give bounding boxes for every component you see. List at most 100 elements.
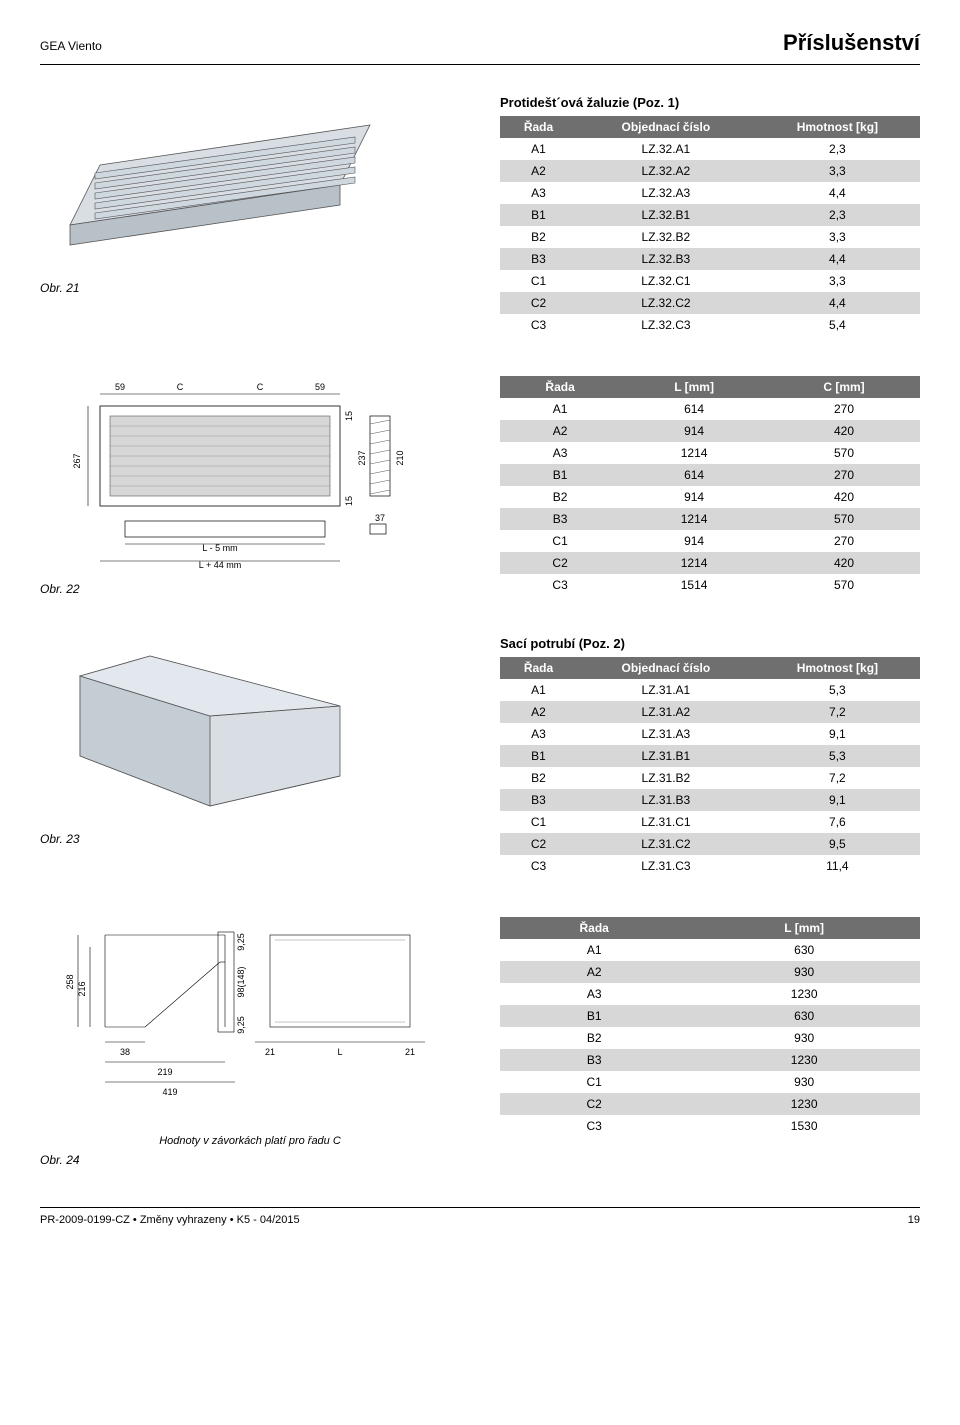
table-cell: 3,3 [755,270,920,292]
dim-59b: 59 [315,382,325,392]
table-cell: LZ.32.C2 [577,292,755,314]
table-row: C31514570 [500,574,920,596]
dim-267: 267 [72,453,82,468]
dim-237: 237 [357,450,367,465]
table-header: Řada [500,376,620,398]
table-cell: 270 [768,398,920,420]
dim-38: 38 [120,1047,130,1057]
dim-21a: 21 [265,1047,275,1057]
page-header: GEA Viento Příslušenství [40,30,920,56]
table-cell: B3 [500,1049,688,1071]
table-cell: B3 [500,508,620,530]
section1-title: Protidešt´ová žaluzie (Poz. 1) [500,95,920,110]
table-header: Řada [500,917,688,939]
table-cell: 5,3 [755,745,920,767]
dim-37: 37 [375,513,385,523]
table-cell: 270 [768,464,920,486]
dim-C2: C [257,382,264,392]
figure-21: Obr. 21 [40,95,460,295]
table-row: C1LZ.32.C13,3 [500,270,920,292]
table-cell: A3 [500,983,688,1005]
table-header: Řada [500,116,577,138]
table-row: B2914420 [500,486,920,508]
table-cell: LZ.31.C1 [577,811,755,833]
table-row: C1930 [500,1071,920,1093]
table-row: B1630 [500,1005,920,1027]
table-row: C3LZ.31.C311,4 [500,855,920,877]
table-row: C21214420 [500,552,920,574]
table-cell: 1230 [688,983,920,1005]
table-cell: 2,3 [755,204,920,226]
table-header: C [mm] [768,376,920,398]
table-cell: B3 [500,248,577,270]
table-cell: A3 [500,723,577,745]
table-row: B1LZ.32.B12,3 [500,204,920,226]
table-row: C1914270 [500,530,920,552]
table-cell: B1 [500,745,577,767]
table-row: B3LZ.32.B34,4 [500,248,920,270]
table-1-col: Protidešt´ová žaluzie (Poz. 1) ŘadaObjed… [500,95,920,336]
table-cell: B2 [500,226,577,248]
table-cell: 1214 [620,442,768,464]
table-cell: 1230 [688,1093,920,1115]
table-row: A31214570 [500,442,920,464]
table-row: A1LZ.32.A12,3 [500,138,920,160]
table-cell: 5,4 [755,314,920,336]
table-cell: C2 [500,552,620,574]
table-row: B2LZ.32.B23,3 [500,226,920,248]
table-cell: B2 [500,486,620,508]
table-cell: C2 [500,1093,688,1115]
table-cell: 570 [768,508,920,530]
table-row: A2930 [500,961,920,983]
table-cell: 420 [768,552,920,574]
figure-23: Obr. 23 [40,636,460,846]
section-1: Obr. 21 Protidešt´ová žaluzie (Poz. 1) Ř… [40,95,920,336]
table-cell: 4,4 [755,182,920,204]
table-cell: 1230 [688,1049,920,1071]
table-cell: 930 [688,1027,920,1049]
obr-21-label: Obr. 21 [40,281,460,295]
table-cell: 914 [620,486,768,508]
dim-9a: 9,25 [236,933,246,951]
header-right: Příslušenství [783,30,920,56]
dim-216: 216 [77,981,87,996]
footer-right: 19 [908,1214,920,1226]
page-footer: PR-2009-0199-CZ • Změny vyhrazeny • K5 -… [40,1207,920,1226]
table-cell: C1 [500,530,620,552]
table-cell: A1 [500,939,688,961]
obr-22-label: Obr. 22 [40,582,460,596]
dim-Lm5: L - 5 mm [202,543,237,553]
table-header: Hmotnost [kg] [755,657,920,679]
dim-C1: C [177,382,184,392]
table-cell: 1530 [688,1115,920,1137]
footer-left: PR-2009-0199-CZ • Změny vyhrazeny • K5 -… [40,1214,300,1226]
section-3: Obr. 23 Sací potrubí (Poz. 2) ŘadaObjedn… [40,636,920,877]
table-cell: LZ.32.B3 [577,248,755,270]
table-cell: 614 [620,464,768,486]
table-row: A2914420 [500,420,920,442]
dim-258: 258 [65,974,75,989]
dim-210: 210 [395,450,405,465]
table-cell: 11,4 [755,855,920,877]
table-header: L [mm] [688,917,920,939]
dim-219: 219 [157,1067,172,1077]
table-cell: B3 [500,789,577,811]
table-cell: 3,3 [755,160,920,182]
table-cell: 914 [620,420,768,442]
table-cell: 2,3 [755,138,920,160]
table-cell: LZ.31.A2 [577,701,755,723]
table-header: L [mm] [620,376,768,398]
table-cell: 9,1 [755,789,920,811]
louver-iso-svg [40,95,400,275]
table-cell: 1514 [620,574,768,596]
table-row: B31214570 [500,508,920,530]
table-cell: LZ.31.C3 [577,855,755,877]
table-cell: A3 [500,182,577,204]
table-2-col: ŘadaL [mm]C [mm] A1614270A2914420A312145… [500,376,920,596]
table-cell: 1214 [620,552,768,574]
table-row: B3LZ.31.B39,1 [500,789,920,811]
table-cell: LZ.31.B3 [577,789,755,811]
header-left: GEA Viento [40,39,102,53]
table-cell: 570 [768,574,920,596]
table-3-col: Sací potrubí (Poz. 2) ŘadaObjednací čísl… [500,636,920,877]
